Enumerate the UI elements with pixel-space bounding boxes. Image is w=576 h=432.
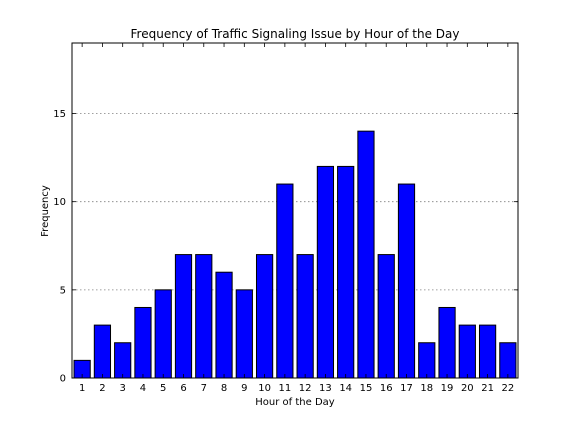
x-tick-label-9: 9 — [241, 383, 247, 394]
bar-hour-21 — [478, 324, 497, 379]
bar-hour-9 — [235, 289, 253, 379]
plot-area-frame — [71, 42, 519, 379]
bars — [73, 130, 517, 379]
x-tick-label-5: 5 — [160, 383, 166, 394]
bar-hour-8 — [215, 271, 233, 379]
x-tick-label-21: 21 — [481, 383, 494, 394]
bar-hour-16 — [377, 254, 395, 379]
y-tick-label-10: 10 — [53, 197, 66, 208]
x-tick-label-20: 20 — [461, 383, 474, 394]
bar-hour-12 — [296, 254, 314, 379]
bar-hour-17 — [397, 183, 416, 379]
x-tick-label-15: 15 — [360, 383, 373, 394]
x-tick-label-18: 18 — [420, 383, 433, 394]
bar-hour-10 — [255, 254, 274, 379]
x-tick-label-12: 12 — [299, 383, 312, 394]
x-tick-label-17: 17 — [400, 383, 413, 394]
x-axis-label: Hour of the Day — [255, 397, 335, 408]
x-tick-label-4: 4 — [140, 383, 146, 394]
y-tick-label-0: 0 — [60, 374, 66, 385]
bar-hour-14 — [337, 165, 355, 379]
bar-hour-20 — [458, 324, 476, 379]
y-axis-ticks: 0 5 10 15 — [53, 109, 518, 385]
y-tick-label-15: 15 — [53, 109, 66, 120]
x-tick-label-1: 1 — [79, 383, 85, 394]
x-tick-label-11: 11 — [278, 383, 291, 394]
bar-hour-6 — [174, 254, 193, 379]
bar-hour-18 — [418, 342, 436, 379]
x-tick-label-8: 8 — [221, 383, 227, 394]
bar-hour-13 — [316, 165, 335, 379]
bar-hour-15 — [357, 130, 375, 379]
x-tick-label-10: 10 — [258, 383, 271, 394]
bar-hour-2 — [93, 324, 112, 379]
bar-hour-22 — [499, 342, 517, 379]
y-tick-label-5: 5 — [60, 285, 66, 296]
y-axis-label: Frequency — [40, 185, 51, 237]
bar-hour-7 — [195, 254, 213, 379]
x-tick-label-14: 14 — [339, 383, 352, 394]
x-tick-label-22: 22 — [501, 383, 514, 394]
x-tick-label-7: 7 — [201, 383, 207, 394]
bar-hour-5 — [154, 289, 172, 379]
bar-hour-11 — [276, 183, 294, 379]
gridlines — [72, 113, 518, 291]
x-tick-label-16: 16 — [380, 383, 393, 394]
bar-hour-19 — [438, 306, 456, 379]
x-tick-label-6: 6 — [180, 383, 186, 394]
x-axis-ticks: 1 2 3 4 5 6 7 8 9 10 11 12 13 14 15 16 17 18 19 20 21 22 — [79, 43, 514, 394]
bar-hour-3 — [114, 342, 132, 379]
x-tick-label-3: 3 — [119, 383, 125, 394]
chart-title: Frequency of Traffic Signaling Issue by … — [131, 27, 460, 41]
x-tick-label-13: 13 — [319, 383, 332, 394]
x-tick-label-2: 2 — [99, 383, 105, 394]
x-tick-label-19: 19 — [441, 383, 454, 394]
bar-hour-4 — [134, 306, 152, 379]
